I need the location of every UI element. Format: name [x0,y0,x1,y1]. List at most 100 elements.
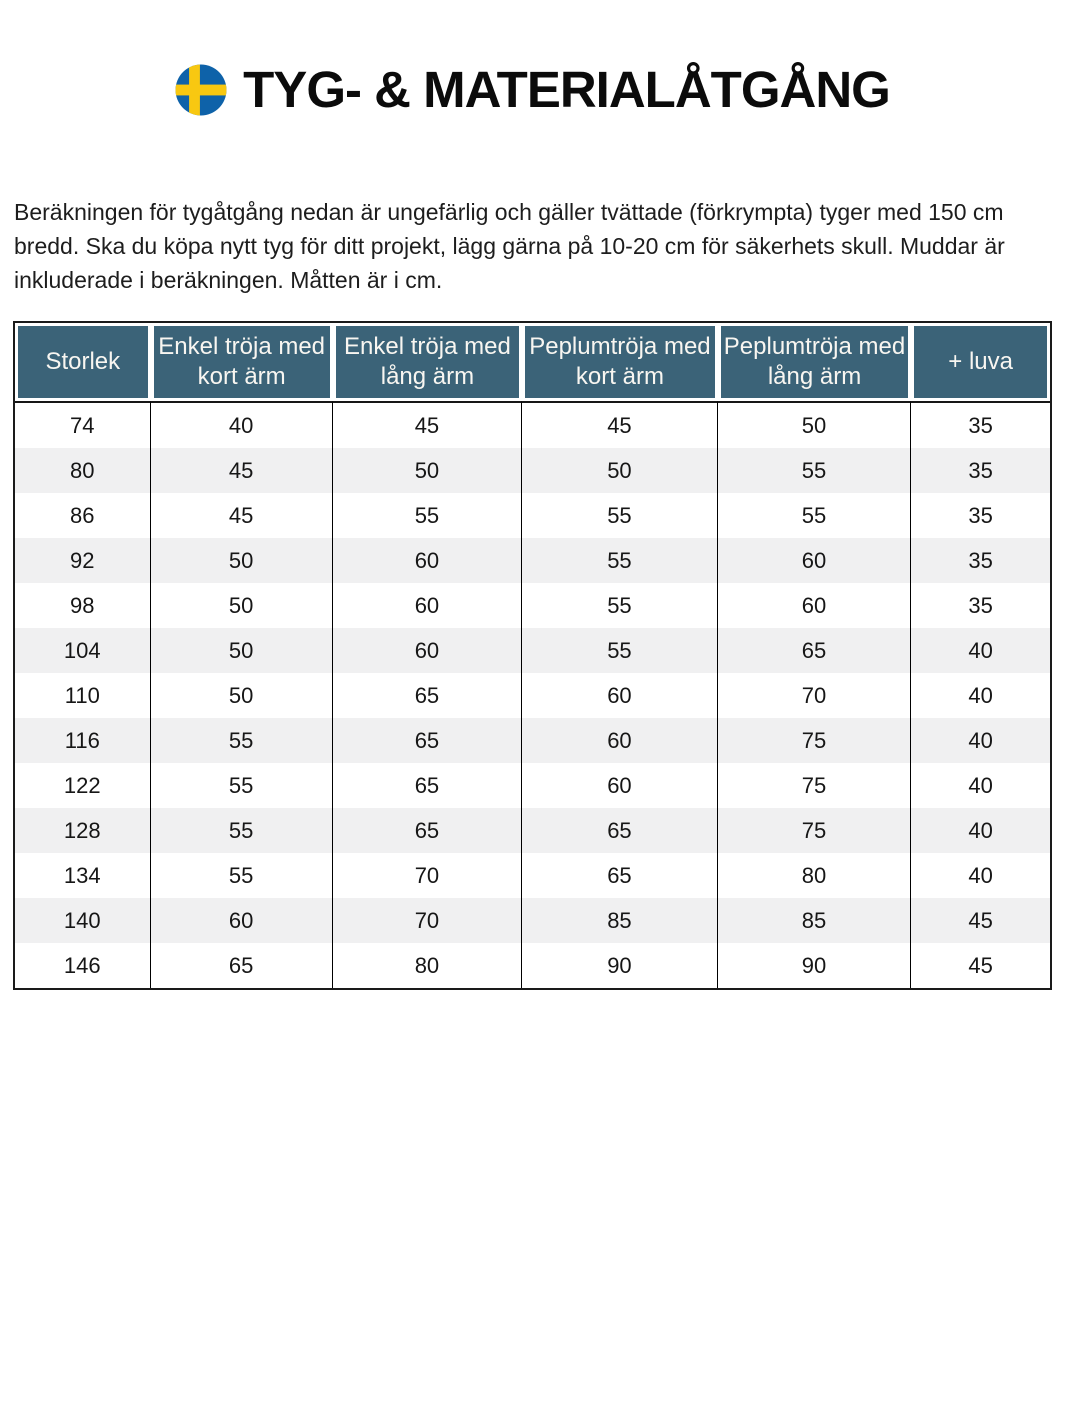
value-cell: 65 [333,673,523,718]
value-cell: 35 [968,547,993,573]
value-cell: 80 [333,943,523,988]
size-cell: 146 [15,943,151,988]
value-cell: 60 [718,538,912,583]
value-cell: 55 [522,583,718,628]
value-cell: 60 [151,898,333,943]
table-row: 140 60 70 85 85 45 [15,898,1050,943]
size-cell: 74 [15,401,151,448]
value-cell: 70 [333,853,523,898]
value-cell: 35 [968,502,993,528]
title-row: TYG- & MATERIALÅTGÅNG [0,0,1065,119]
table-row: 110 50 65 60 70 40 [15,673,1050,718]
value-cell: 50 [151,583,333,628]
table-row: 116 55 65 60 75 40 [15,718,1050,763]
value-cell: 60 [522,763,718,808]
value-cell: 65 [522,808,718,853]
value-cell: 60 [333,583,523,628]
size-cell: 122 [15,763,151,808]
table-row: 134 55 70 65 80 40 [15,853,1050,898]
column-header: Enkel tröja med kort ärm [150,323,333,401]
value-cell: 35 [968,457,993,483]
value-cell: 65 [333,763,523,808]
value-cell: 50 [333,448,523,493]
value-cell: 55 [718,448,912,493]
value-cell: 50 [151,538,333,583]
value-cell: 45 [151,448,333,493]
value-cell: 65 [522,853,718,898]
size-cell: 98 [15,583,151,628]
value-cell: 75 [718,718,912,763]
size-cell: 116 [15,718,151,763]
size-cell: 140 [15,898,151,943]
table-row: 98 50 60 55 60 35 [15,583,1050,628]
table-row: 74 40 45 45 50 35 [15,401,1050,448]
size-cell: 92 [15,538,151,583]
page-title: TYG- & MATERIALÅTGÅNG [243,61,891,118]
value-cell: 85 [522,898,718,943]
value-cell: 40 [968,682,993,708]
fabric-requirements-table: Storlek Enkel tröja med kort ärm Enkel trö… [13,321,1052,990]
value-cell: 90 [718,943,912,988]
value-cell: 55 [522,538,718,583]
value-cell: 90 [522,943,718,988]
size-cell: 134 [15,853,151,898]
value-cell: 35 [968,592,993,618]
value-cell: 65 [151,943,333,988]
value-cell: 55 [151,718,333,763]
value-cell: 85 [718,898,912,943]
column-header: Storlek [15,323,151,401]
column-header: + luva [911,323,1050,401]
value-cell: 75 [718,763,912,808]
value-cell: 40 [968,817,993,843]
value-cell: 40 [968,637,993,663]
intro-paragraph: Beräkningen för tygåtgång nedan är ungef… [14,199,1005,293]
value-cell: 60 [522,718,718,763]
value-cell: 55 [151,853,333,898]
table-row: 104 50 60 55 65 40 [15,628,1050,673]
value-cell: 65 [333,808,523,853]
value-cell: 45 [522,401,718,448]
table-body: 74 40 45 45 50 35 80 45 50 50 55 35 86 45 55 55 55 35 92 50… [15,401,1050,988]
value-cell: 45 [151,493,333,538]
swedish-flag-icon [175,64,227,115]
value-cell: 50 [151,628,333,673]
value-cell: 60 [522,673,718,718]
size-cell: 86 [15,493,151,538]
value-cell: 40 [968,862,993,888]
value-cell: 60 [333,628,523,673]
table-row: 92 50 60 55 60 35 [15,538,1050,583]
value-cell: 60 [718,583,912,628]
size-cell: 80 [15,448,151,493]
value-cell: 45 [968,907,993,933]
table-row: 80 45 50 50 55 35 [15,448,1050,493]
value-cell: 40 [968,772,993,798]
value-cell: 55 [151,808,333,853]
value-cell: 40 [968,727,993,753]
value-cell: 55 [522,493,718,538]
table-row: 86 45 55 55 55 35 [15,493,1050,538]
value-cell: 45 [968,952,993,978]
size-cell: 104 [15,628,151,673]
column-header: Peplumtröja med lång ärm [717,323,912,401]
table-head: Storlek Enkel tröja med kort ärm Enkel trö… [15,323,1050,401]
value-cell: 50 [151,673,333,718]
value-cell: 55 [151,763,333,808]
size-cell: 128 [15,808,151,853]
value-cell: 65 [718,628,912,673]
value-cell: 75 [718,808,912,853]
value-cell: 55 [718,493,912,538]
column-header: Peplumtröja med kort ärm [522,323,718,401]
column-header: Enkel tröja med lång ärm [332,323,523,401]
value-cell: 55 [522,628,718,673]
value-cell: 50 [522,448,718,493]
value-cell: 80 [718,853,912,898]
flag-cross-horizontal [175,84,227,95]
value-cell: 65 [333,718,523,763]
value-cell: 55 [333,493,523,538]
value-cell: 70 [333,898,523,943]
value-cell: 50 [717,401,912,448]
value-cell: 40 [150,401,333,448]
size-cell: 110 [15,673,151,718]
table-row: 146 65 80 90 90 45 [15,943,1050,988]
